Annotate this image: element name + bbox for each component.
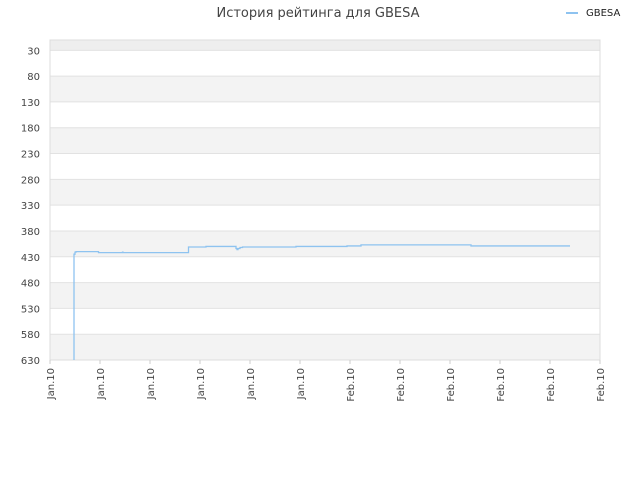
y-tick-label: 30 (27, 46, 40, 57)
series-layer (73, 244, 570, 360)
y-tick-label: 80 (27, 72, 40, 83)
x-tick-label: Jan.10 (296, 368, 307, 400)
y-tick-label: 180 (21, 124, 40, 135)
y-tick-label: 130 (21, 98, 40, 109)
legend-entry-gbesa: GBESA (586, 8, 620, 19)
x-tick-label: Feb.10 (446, 368, 457, 402)
x-tick-label: Jan.10 (96, 368, 107, 400)
plot-band (50, 179, 600, 206)
y-tick-label: 480 (21, 279, 40, 290)
x-tick-label: Feb.10 (546, 368, 557, 402)
x-tick-label: Jan.10 (246, 368, 257, 400)
x-tick-label: Jan.10 (146, 368, 157, 400)
legend: GBESA (566, 8, 620, 19)
plot-bands (50, 40, 600, 360)
grid-lines (50, 49, 600, 361)
y-tick-label: 630 (21, 356, 40, 367)
x-tick-label: Feb.10 (396, 368, 407, 402)
x-tick-label: Feb.10 (596, 368, 607, 402)
plot-band (50, 282, 600, 309)
plot-band (50, 76, 600, 102)
x-tick-label: Jan.10 (46, 368, 57, 400)
x-tick-label: Feb.10 (496, 368, 507, 402)
y-tick-label: 580 (21, 330, 40, 341)
y-tick-label: 330 (21, 201, 40, 212)
y-tick-label: 230 (21, 150, 40, 161)
y-tick-label: 430 (21, 253, 40, 264)
x-tick-label: Feb.10 (346, 368, 357, 402)
plot-band (50, 127, 600, 154)
x-axis-ticks: Jan.10 Jan.10 Jan.10 Jan.10 Jan.10 Jan.10 Feb.… (46, 360, 607, 402)
chart-title: История рейтинга для GBESA (216, 6, 419, 21)
y-tick-label: 280 (21, 175, 40, 186)
x-tick-label: Jan.10 (196, 368, 207, 400)
y-tick-label: 530 (21, 304, 40, 315)
plot-frame (49, 39, 601, 361)
y-axis-ticks: 30 80 130 180 230 280 330 380 430 480 530 580 630 (21, 46, 40, 367)
series-line-gbesa (73, 244, 570, 360)
plot-band (50, 40, 600, 51)
plot-band (50, 334, 600, 360)
y-tick-label: 380 (21, 227, 40, 238)
